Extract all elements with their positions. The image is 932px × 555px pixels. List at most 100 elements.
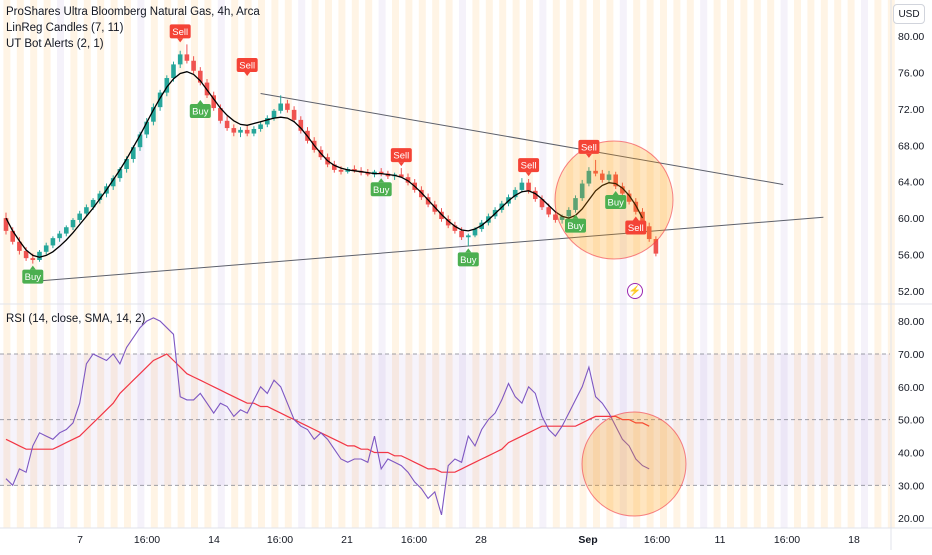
candle-body [191,60,196,71]
session-stripe [861,0,868,528]
session-stripe [539,0,547,528]
signal-label: Sell [239,61,255,72]
session-stripe [57,0,64,528]
currency-button[interactable]: USD [893,4,925,24]
candle-body [600,173,605,180]
indicator-legend-utbot[interactable]: UT Bot Alerts (2, 1) [6,38,104,50]
signal-label: Buy [373,185,390,196]
session-stripe [713,0,721,528]
trendline [260,93,784,185]
sell-signal [390,148,412,163]
candle-body [579,183,585,199]
candle-body [586,170,592,184]
candle-body [144,121,149,135]
time-tick-label: 21 [341,534,353,546]
sell-signal [518,158,540,173]
candle-body [459,230,464,238]
session-stripe [298,0,306,528]
session-stripe [338,0,346,528]
candle-body [218,108,223,121]
candle-body [265,118,270,125]
session-stripe [445,0,453,528]
session-stripe [780,0,788,528]
rsi-legend[interactable]: RSI (14, close, SMA, 14, 2) [6,313,146,325]
price-tick-label: 52.00 [898,286,924,298]
candle-body [124,159,129,170]
session-stripe [365,0,373,528]
session-stripe [512,0,520,528]
session-stripe [217,0,225,528]
signal-pointer [612,191,619,196]
time-tick-label: 16:00 [267,534,293,546]
signal-pointer [244,72,251,77]
signal-label: Sell [581,142,597,153]
session-stripe [30,0,38,528]
session-stripe [727,0,734,528]
candle-body [298,119,304,131]
session-stripe [43,0,51,528]
candle-body [137,134,143,148]
candle-body [90,199,96,208]
rsi-lines [5,317,650,516]
candle-body [37,251,42,260]
candle-body [285,103,290,110]
candle-body [271,110,277,119]
sell-signal [625,220,647,235]
candle-body [278,103,283,111]
candle-body [405,177,411,183]
session-stripe [566,0,574,528]
session-stripe [177,0,185,528]
rsi-line [5,317,650,516]
time-tick-label: 16:00 [644,534,670,546]
candle-body [378,171,384,174]
session-stripe [526,0,533,528]
candle-body [452,225,458,231]
chart-title[interactable]: ProShares Ultra Bloomberg Natural Gas, 4… [6,6,260,18]
session-stripe [325,0,332,528]
session-stripe [311,0,319,528]
session-stripe [231,0,239,528]
candle-body [519,182,525,190]
price-tick-label: 72.00 [898,104,924,116]
candle-body [258,124,263,129]
session-stripe [606,0,614,528]
candle-body [131,147,136,159]
candle-body [17,241,22,251]
buy-signal [22,269,44,284]
candle-body [77,213,82,220]
time-tick-label: 16:00 [774,534,800,546]
candle-body [117,169,123,179]
rsi-tick-label: 50.00 [898,415,924,427]
session-stripe [258,0,265,528]
time-tick-label: 16:00 [401,534,427,546]
candle-body [553,214,558,220]
rsi-ma-line [5,353,650,473]
candle-body [177,54,183,65]
lightning-bolt-icon[interactable]: ⚡ [627,283,643,299]
signal-pointer [632,216,639,221]
signal-pointer [398,162,405,167]
session-stripe [660,0,667,528]
session-stripe [432,0,440,528]
signal-pointer [585,153,592,158]
candle-body [593,170,598,174]
session-stripe [271,0,279,528]
candle-body [211,95,216,109]
indicator-legend-linreg[interactable]: LinReg Candles (7, 11) [6,22,124,34]
candle-body [10,230,15,242]
price-tick-label: 60.00 [898,213,924,225]
rsi-tick-label: 70.00 [898,349,924,361]
session-stripe [807,0,815,528]
candle-body [526,182,531,191]
session-stripe [673,0,681,528]
candle-body [512,189,518,198]
session-stripe [820,0,828,528]
candle-body [164,78,170,93]
sell-signal [236,58,258,73]
candle-body [606,174,612,180]
price-tick-label: 68.00 [898,140,924,152]
candle-body [30,258,36,260]
candle-body [445,219,451,226]
